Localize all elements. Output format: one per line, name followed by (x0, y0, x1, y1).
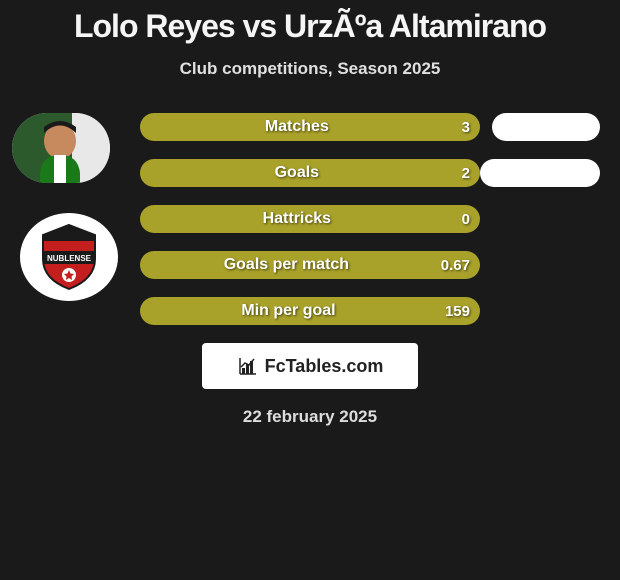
chart-icon (237, 355, 259, 377)
stat-value: 0.67 (441, 257, 470, 274)
svg-text:NUBLENSE: NUBLENSE (47, 254, 92, 263)
stat-row: Matches 3 (140, 113, 480, 141)
player-avatar-icon (12, 113, 110, 183)
stat-bar-left: Goals per match 0.67 (140, 251, 480, 279)
content-area: NUBLENSE Matches 3 Goals 2 Hattricks 0 Goals p… (0, 113, 620, 325)
stat-row: Min per goal 159 (140, 297, 480, 325)
stat-value: 0 (462, 211, 470, 228)
comparison-subtitle: Club competitions, Season 2025 (0, 59, 620, 79)
stat-label: Goals (140, 164, 454, 182)
stat-row: Goals per match 0.67 (140, 251, 480, 279)
club-shield-icon: NUBLENSE (33, 221, 105, 293)
stat-row: Hattricks 0 (140, 205, 480, 233)
stat-row: Goals 2 (140, 159, 480, 187)
player-photo (12, 113, 110, 183)
stat-bar-right (492, 113, 600, 141)
comparison-title: Lolo Reyes vs UrzÃºa Altamirano (0, 0, 620, 45)
stat-label: Min per goal (140, 302, 437, 320)
stat-bar-left: Goals 2 (140, 159, 480, 187)
stat-value: 159 (445, 303, 470, 320)
stat-label: Hattricks (140, 210, 454, 228)
club-logo: NUBLENSE (20, 213, 118, 301)
stat-bar-left: Matches 3 (140, 113, 480, 141)
stat-label: Matches (140, 118, 454, 136)
stat-value: 3 (462, 119, 470, 136)
player-column: NUBLENSE (8, 113, 128, 301)
stat-label: Goals per match (140, 256, 433, 274)
stats-bars: Matches 3 Goals 2 Hattricks 0 Goals per match 0… (140, 113, 480, 325)
stat-bar-left: Min per goal 159 (140, 297, 480, 325)
source-badge: FcTables.com (202, 343, 418, 389)
stat-bar-left: Hattricks 0 (140, 205, 480, 233)
source-text: FcTables.com (265, 356, 384, 377)
comparison-date: 22 february 2025 (0, 407, 620, 427)
stat-value: 2 (462, 165, 470, 182)
stat-bar-right (480, 159, 600, 187)
